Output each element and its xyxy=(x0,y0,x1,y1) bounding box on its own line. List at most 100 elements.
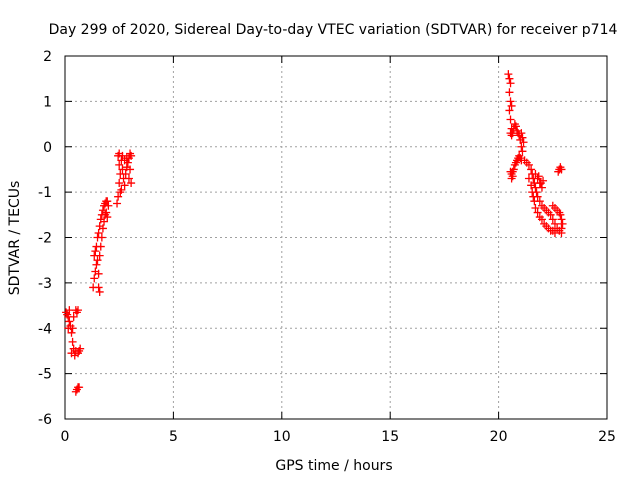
data-point xyxy=(527,165,536,174)
data-point xyxy=(100,217,109,226)
data-point xyxy=(75,383,84,392)
y-tick-label: -3 xyxy=(38,276,52,292)
data-point xyxy=(508,167,517,176)
data-point xyxy=(556,210,565,219)
data-point xyxy=(69,312,78,321)
data-point xyxy=(504,70,513,79)
data-point xyxy=(548,215,557,224)
data-point xyxy=(534,172,543,181)
data-point xyxy=(557,224,566,233)
data-point xyxy=(103,213,112,222)
data-point xyxy=(94,283,103,292)
data-point xyxy=(519,138,528,147)
data-point xyxy=(94,228,103,237)
data-point xyxy=(121,169,130,178)
y-tick-label: 1 xyxy=(43,94,52,110)
x-tick-label: 0 xyxy=(61,429,70,445)
data-point xyxy=(76,344,85,353)
y-axis-label: SDTVAR / TECUs xyxy=(7,181,23,296)
data-point xyxy=(537,183,546,192)
data-point xyxy=(507,101,516,110)
data-point xyxy=(96,242,105,251)
data-point xyxy=(114,192,123,201)
data-point xyxy=(517,142,526,151)
data-point xyxy=(118,165,127,174)
y-tick-label: -2 xyxy=(38,231,52,247)
data-point xyxy=(103,197,112,206)
x-tick-label: 10 xyxy=(273,429,291,445)
data-point xyxy=(97,233,106,242)
data-point xyxy=(530,197,539,206)
data-point xyxy=(524,160,533,169)
data-point xyxy=(505,74,514,83)
data-point xyxy=(65,306,74,315)
data-point xyxy=(104,201,113,210)
data-point xyxy=(505,106,514,115)
data-point xyxy=(528,188,537,197)
data-point xyxy=(67,328,76,337)
data-point xyxy=(506,115,515,124)
data-point xyxy=(533,208,542,217)
data-point xyxy=(506,97,515,106)
y-tick-label: -4 xyxy=(38,321,52,337)
chart-title: Day 299 of 2020, Sidereal Day-to-day VTE… xyxy=(49,22,618,38)
data-point xyxy=(95,251,104,260)
data-point xyxy=(95,287,104,296)
data-point xyxy=(506,79,515,88)
data-point xyxy=(124,174,133,183)
data-point xyxy=(505,88,514,97)
data-point xyxy=(550,228,559,237)
y-tick-label: -1 xyxy=(38,185,52,201)
data-point xyxy=(507,174,516,183)
data-point xyxy=(518,147,527,156)
data-point xyxy=(94,269,103,278)
data-point xyxy=(546,210,555,219)
data-point xyxy=(531,204,540,213)
data-point xyxy=(115,160,124,169)
data-point xyxy=(65,317,74,326)
data-point xyxy=(115,179,124,188)
data-point xyxy=(91,247,100,256)
y-tick-label: 0 xyxy=(43,140,52,156)
data-point xyxy=(98,224,107,233)
y-tick-label: -6 xyxy=(38,412,52,428)
x-tick-label: 15 xyxy=(381,429,399,445)
data-point xyxy=(517,129,526,138)
axis-ticks: 0 5 10 15 20 25 -6 -5 -4 -3 -2 -1 0 1 2 xyxy=(38,49,616,445)
data-point xyxy=(518,133,527,142)
data-point xyxy=(90,274,99,283)
data-point xyxy=(511,122,520,131)
data-point xyxy=(102,208,111,217)
data-point xyxy=(74,306,83,315)
data-point xyxy=(127,151,136,160)
data-point xyxy=(529,192,538,201)
x-tick-label: 25 xyxy=(598,429,616,445)
data-point xyxy=(64,324,73,333)
data-point xyxy=(539,176,548,185)
data-point xyxy=(524,174,533,183)
data-point xyxy=(116,188,125,197)
data-point xyxy=(93,256,102,265)
data-point xyxy=(527,181,536,190)
x-tick-label: 5 xyxy=(169,429,178,445)
data-point xyxy=(118,151,127,160)
data-point xyxy=(550,219,559,228)
data-point xyxy=(92,260,101,269)
y-tick-label: -5 xyxy=(38,367,52,383)
data-point xyxy=(120,181,129,190)
data-point xyxy=(558,219,567,228)
data-point xyxy=(68,337,77,346)
data-point xyxy=(122,154,131,163)
data-point xyxy=(127,179,136,188)
data-point xyxy=(537,215,546,224)
data-point xyxy=(557,215,566,224)
data-marks xyxy=(62,70,567,396)
x-axis-label: GPS time / hours xyxy=(275,458,392,474)
data-point xyxy=(557,165,566,174)
x-tick-label: 20 xyxy=(490,429,508,445)
data-point xyxy=(113,199,122,208)
grid-lines xyxy=(65,56,607,419)
y-tick-label: 2 xyxy=(43,49,52,65)
